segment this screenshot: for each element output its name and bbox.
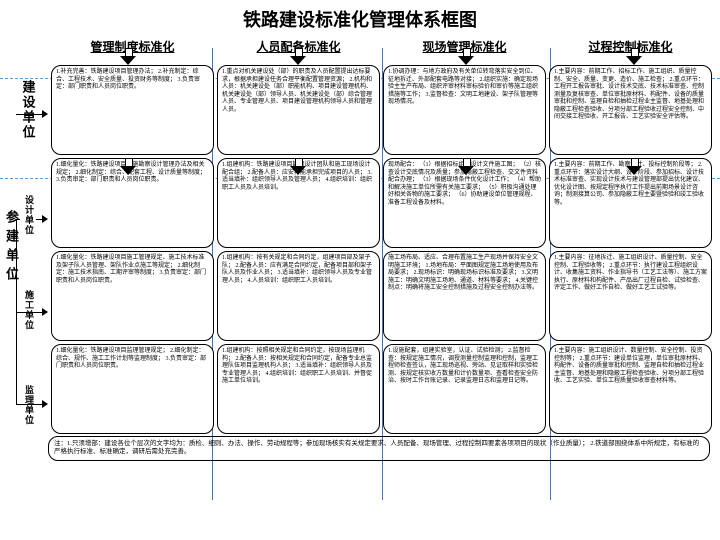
arrow-col3 (456, 48, 476, 66)
arrow-col2 (288, 48, 308, 66)
sub-row-construct: 施工单位 (20, 290, 36, 330)
conn-t3 (16, 404, 36, 405)
cell-r4c4: 1.主要内容：施工组织设计、数量控制、安全控制、投资控制等； 2.重点环节：建设… (549, 344, 712, 434)
arrow-r12-c4 (624, 158, 644, 176)
cell-r3c2: 1.组建机构：按有关规定和合同约定，组建项目部及架子队； 2.配备人员：应有满足… (217, 251, 380, 341)
conn-t1 (16, 219, 20, 220)
side-label-participate: 参建单位 (2, 210, 21, 470)
main-grid: 管理制度标准化 人员配备标准化 现场管理标准化 过程控制标准化 建设单位 1.补… (0, 38, 720, 434)
arrow-r12-c2 (288, 158, 308, 176)
main-title: 铁路建设标准化管理体系框图 (0, 0, 720, 38)
conn-r4 (36, 404, 44, 405)
sub-row-design: 设计单位 (20, 195, 36, 235)
arrow-r12-c3 (456, 158, 476, 176)
conn-build (16, 114, 42, 115)
cell-r4c2: 1.组建机构：按照相关规定和合同约定，按现场监理机构； 2.配备人员：按相关规定… (217, 344, 380, 434)
footer-note: 注：1.只须增部：建设各位个层次的文字均为：质检、细则、办法、操作、劳动规程等；… (48, 436, 710, 461)
arrow-col1 (118, 48, 138, 66)
conn-r3 (36, 312, 44, 313)
arrow-r12-c1 (118, 158, 138, 176)
cell-r4c1: 1.细化量化：铁路建设项目监理管理规定； 2.细化制定：综合、规作、施工工作计划… (51, 344, 214, 434)
cell-r1c2: 1.重点对机关建设处（部）的职责及人员配置提出达标要求，根据承担建设任务合理平衡… (217, 65, 380, 155)
cell-r4c3: 1.设施配套，组建实验室，认证、试验检测； 2.监督检查：按规定施工情况，调授测… (383, 344, 546, 434)
conn-r2 (36, 219, 44, 220)
cell-r3c1: 1.细化量化：铁路建设项目施工管理规定、施工技术标准及架子队人员管理、架队作业点… (51, 251, 214, 341)
cell-r1c1: 1.补充完善：铁路建设项目管理办法； 2.补充制定：综合、工程技术、安全质量、投… (51, 65, 214, 155)
sub-row-supervise: 监理单位 (20, 385, 36, 425)
conn-t2 (16, 312, 36, 313)
arrow-left-build (42, 110, 48, 118)
cell-r1c3: 1.协调办理：与地方政府及有关单位转弯落实安全到位、征地拆迁、外部配套电路等对接… (383, 65, 546, 155)
arrow-col4 (624, 48, 644, 66)
cell-r3c4: 1.主要内容：征地拆迁、施工组织设计、质量控制、安全控制、工程验收等； 2.重点… (549, 251, 712, 341)
cell-r1c4: 1.主要内容：前期工作、招标工作、施工组织、质量控制、安全、质量、变更、造价、施… (549, 65, 712, 155)
cell-r3c3: 施工场布局、适应、合理布置施工生产现场并保持安全文明施工环境； 1.场地布局：平… (383, 251, 546, 341)
